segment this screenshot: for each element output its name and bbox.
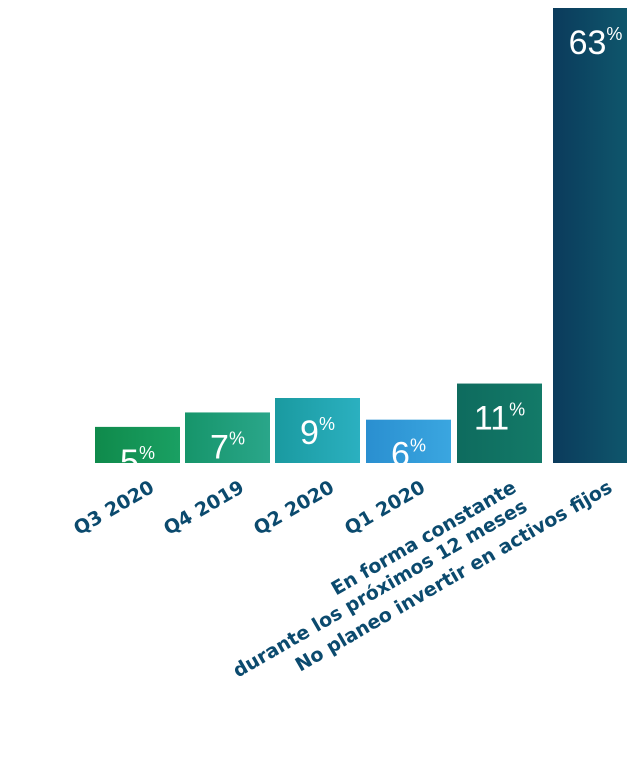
category-label-0: Q3 2020 <box>70 476 158 539</box>
bar-4 <box>457 383 542 463</box>
category-label-1: Q4 2019 <box>160 476 248 539</box>
value-label-4: 11% <box>474 400 525 438</box>
category-label-2: Q2 2020 <box>250 476 338 539</box>
value-labels-group: 5% 7% 9% 6% 11% 63% <box>120 24 622 481</box>
value-label-1: 7% <box>210 428 245 466</box>
bar-3 <box>366 419 451 463</box>
value-label-5: 63% <box>569 24 623 62</box>
value-label-2: 9% <box>300 414 335 452</box>
bar-5 <box>553 8 627 463</box>
bar-0 <box>95 426 180 463</box>
value-label-0: 5% <box>120 443 155 481</box>
value-label-3: 6% <box>391 436 426 474</box>
bar-1 <box>185 412 270 463</box>
bars-group <box>95 8 627 463</box>
bar-2 <box>275 398 360 463</box>
